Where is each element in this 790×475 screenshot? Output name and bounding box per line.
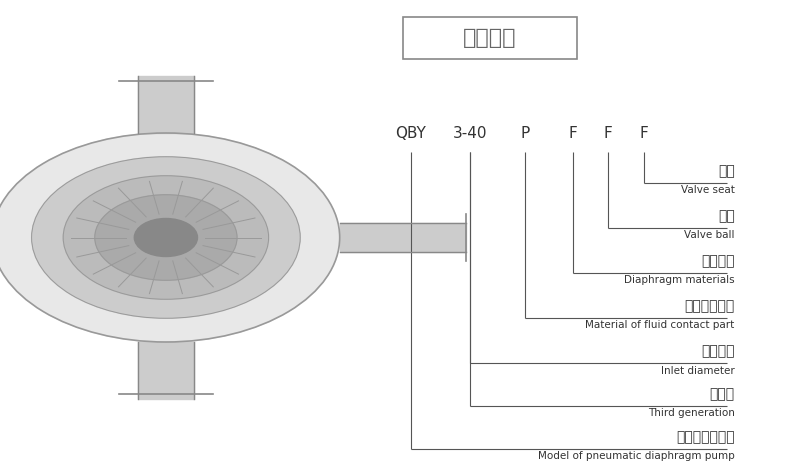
Text: Diaphragm materials: Diaphragm materials [624,275,735,285]
Text: 型号说明: 型号说明 [463,28,517,48]
Text: 气动隔膜泵型号: 气动隔膜泵型号 [676,430,735,444]
FancyBboxPatch shape [138,342,194,399]
Text: 第三代: 第三代 [709,387,735,401]
Text: F: F [639,125,649,141]
FancyBboxPatch shape [403,17,577,59]
Text: 阀球: 阀球 [718,209,735,223]
Text: 隔膜材质: 隔膜材质 [702,254,735,268]
Circle shape [63,176,269,299]
Text: 过流部件材质: 过流部件材质 [684,299,735,314]
Text: F: F [568,125,577,141]
Text: QBY: QBY [395,125,427,141]
Text: Inlet diameter: Inlet diameter [661,365,735,376]
Text: Third generation: Third generation [648,408,735,418]
FancyBboxPatch shape [138,76,194,133]
Text: F: F [604,125,613,141]
Circle shape [134,218,198,256]
Circle shape [95,195,237,280]
Text: Valve seat: Valve seat [681,185,735,195]
Text: 进料口径: 进料口径 [702,344,735,359]
Text: Material of fluid contact part: Material of fluid contact part [585,320,735,331]
Text: 阀座: 阀座 [718,164,735,178]
Text: Valve ball: Valve ball [684,230,735,240]
FancyBboxPatch shape [340,223,466,252]
Circle shape [0,133,340,342]
Text: 3-40: 3-40 [453,125,487,141]
Text: P: P [521,125,530,141]
Text: Model of pneumatic diaphragm pump: Model of pneumatic diaphragm pump [538,451,735,461]
Circle shape [32,157,300,318]
